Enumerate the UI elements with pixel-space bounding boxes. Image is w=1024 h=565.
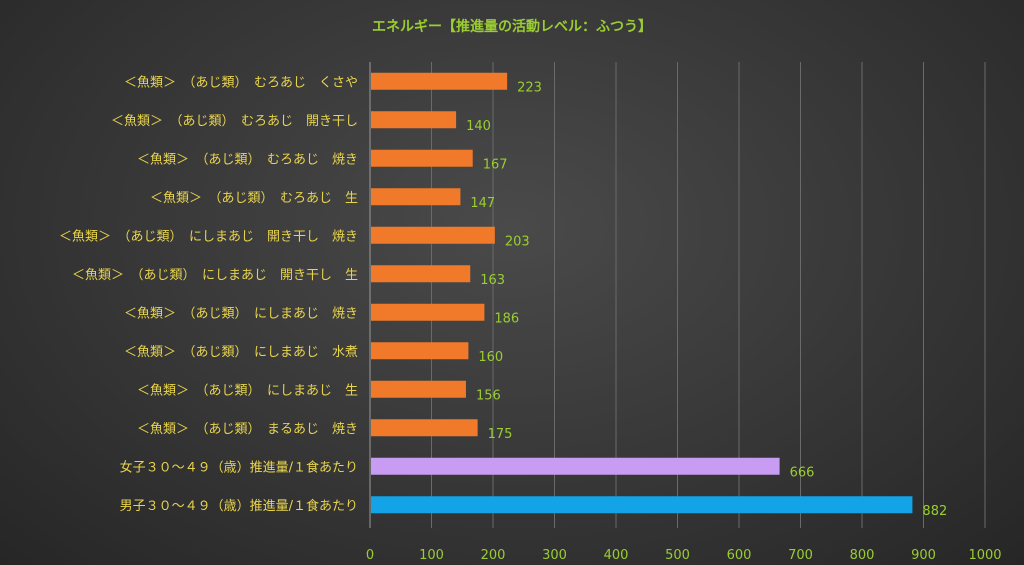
bar (371, 380, 466, 398)
category-label: ＜魚類＞ （あじ類） むろあじ 開き干し (111, 114, 358, 129)
category-label: ＜魚類＞ （あじ類） にしまあじ 開き干し 焼き (59, 229, 358, 244)
value-label: 147 (470, 196, 495, 211)
bar (371, 342, 469, 360)
category-label: ＜魚類＞ （あじ類） むろあじ 焼き (137, 152, 358, 167)
x-tick-label: 600 (727, 548, 752, 563)
x-tick-label: 1000 (968, 548, 1001, 563)
x-tick-label: 700 (788, 548, 813, 563)
value-label: 167 (483, 157, 508, 172)
bar (371, 149, 473, 167)
bar (371, 72, 508, 90)
value-label: 140 (466, 119, 491, 134)
x-tick-label: 500 (665, 548, 690, 563)
x-tick-label: 900 (911, 548, 936, 563)
bar (371, 188, 461, 206)
x-tick-label: 100 (419, 548, 444, 563)
value-label: 186 (494, 311, 519, 326)
x-tick-label: 800 (850, 548, 875, 563)
value-label: 156 (476, 388, 501, 403)
category-label: ＜魚類＞ （あじ類） むろあじ 生 (150, 191, 358, 206)
x-tick-label: 0 (366, 548, 374, 563)
value-label: 175 (488, 427, 513, 442)
category-label: 女子３０～４９（歳）推進量/１食あたり (120, 459, 358, 475)
value-label: 882 (922, 504, 947, 519)
bar (371, 496, 913, 514)
x-tick-label: 300 (542, 548, 567, 563)
bar (371, 303, 485, 321)
category-label: ＜魚類＞ （あじ類） まるあじ 焼き (137, 422, 358, 437)
bar (371, 419, 478, 437)
value-label: 163 (480, 273, 505, 288)
category-label: ＜魚類＞ （あじ類） むろあじ くさや (124, 75, 358, 90)
gridlines (369, 62, 986, 528)
value-label: 160 (478, 350, 503, 365)
chart-title: エネルギー【推進量の活動レベル：ふつう】 (372, 18, 652, 35)
category-label: ＜魚類＞ （あじ類） にしまあじ 焼き (124, 306, 358, 321)
category-labels: ＜魚類＞ （あじ類） むろあじ くさや ＜魚類＞ （あじ類） むろあじ 開き干し ＜… (59, 75, 358, 514)
x-axis-ticks: 0 100 200 300 400 500 600 700 800 900 1000 (366, 548, 1002, 563)
category-label: ＜魚類＞ （あじ類） にしまあじ 生 (137, 383, 358, 398)
value-label: 223 (517, 80, 542, 95)
bar (371, 111, 457, 129)
category-label: 男子３０～４９（歳）推進量/１食あたり (120, 498, 358, 514)
category-label: ＜魚類＞ （あじ類） にしまあじ 水煮 (124, 345, 358, 360)
x-tick-label: 200 (481, 548, 506, 563)
bar (371, 226, 495, 244)
value-label: 203 (505, 234, 530, 249)
value-label: 666 (790, 465, 815, 480)
bars (371, 72, 913, 514)
category-label: ＜魚類＞ （あじ類） にしまあじ 開き干し 生 (72, 268, 358, 283)
value-labels: 223 140 167 147 203 163 186 160 156 175 666 882 (466, 80, 947, 519)
bar (371, 265, 471, 283)
bar (371, 457, 780, 475)
x-tick-label: 400 (604, 548, 629, 563)
